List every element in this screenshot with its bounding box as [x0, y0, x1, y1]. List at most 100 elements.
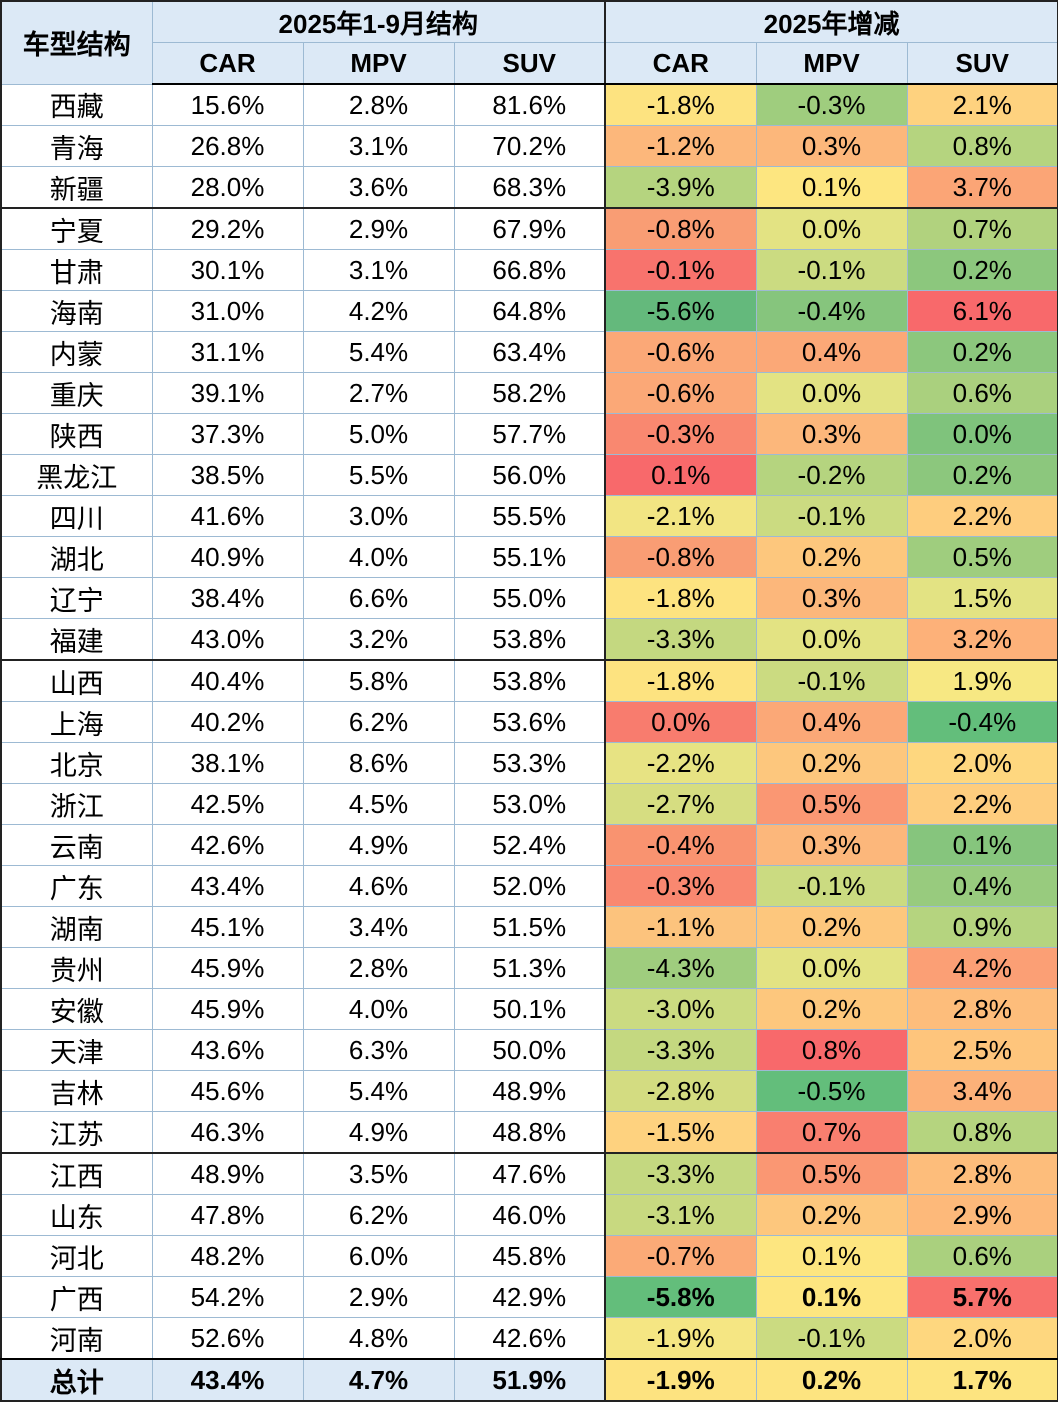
- change-cell: 0.0%: [755, 618, 908, 661]
- structure-cell: 51.5%: [453, 906, 606, 948]
- structure-cell: 48.2%: [151, 1235, 304, 1277]
- change-cell: 0.2%: [755, 988, 908, 1030]
- change-cell: 0.5%: [755, 1152, 908, 1195]
- structure-cell: 45.6%: [151, 1070, 304, 1112]
- table-row: 甘肃 30.1% 3.1% 66.8% -0.1% -0.1% 0.2%: [0, 249, 1058, 291]
- structure-cell: 48.9%: [151, 1152, 304, 1195]
- province-cell: 湖南: [0, 906, 153, 948]
- change-cell: 0.0%: [755, 372, 908, 414]
- province-cell: 内蒙: [0, 331, 153, 373]
- change-cell: 0.2%: [755, 1194, 908, 1236]
- province-cell: 湖北: [0, 536, 153, 578]
- structure-cell: 4.2%: [302, 290, 455, 332]
- structure-cell: 53.6%: [453, 701, 606, 743]
- change-cell: 2.0%: [906, 1317, 1058, 1360]
- change-cell: -0.3%: [604, 413, 757, 455]
- structure-cell: 3.1%: [302, 125, 455, 167]
- structure-cell: 52.4%: [453, 824, 606, 866]
- change-cell: -2.7%: [604, 783, 757, 825]
- column-header-car-change: CAR: [604, 42, 757, 85]
- total-change-cell: -1.9%: [604, 1358, 757, 1402]
- change-cell: -5.6%: [604, 290, 757, 332]
- structure-cell: 51.3%: [453, 947, 606, 989]
- change-cell: -4.3%: [604, 947, 757, 989]
- column-header-suv-change: SUV: [906, 42, 1058, 85]
- change-cell: -2.8%: [604, 1070, 757, 1112]
- structure-cell: 53.8%: [453, 618, 606, 661]
- change-cell: -2.1%: [604, 495, 757, 537]
- change-cell: -0.4%: [604, 824, 757, 866]
- province-cell: 青海: [0, 125, 153, 167]
- total-row: 总计 43.4% 4.7% 51.9% -1.9% 0.2% 1.7%: [0, 1358, 1058, 1402]
- table-row: 重庆 39.1% 2.7% 58.2% -0.6% 0.0% 0.6%: [0, 372, 1058, 414]
- structure-cell: 52.0%: [453, 865, 606, 907]
- structure-cell: 41.6%: [151, 495, 304, 537]
- table-row: 西藏 15.6% 2.8% 81.6% -1.8% -0.3% 2.1%: [0, 83, 1058, 126]
- province-cell: 河北: [0, 1235, 153, 1277]
- structure-cell: 70.2%: [453, 125, 606, 167]
- change-cell: -1.8%: [604, 577, 757, 619]
- structure-cell: 42.9%: [453, 1276, 606, 1318]
- structure-cell: 3.6%: [302, 166, 455, 209]
- province-cell: 河南: [0, 1317, 153, 1360]
- province-cell: 黑龙江: [0, 454, 153, 496]
- change-cell: -3.1%: [604, 1194, 757, 1236]
- province-cell: 宁夏: [0, 207, 153, 250]
- change-cell: -1.8%: [604, 659, 757, 702]
- change-cell: 0.6%: [906, 1235, 1058, 1277]
- change-cell: -0.1%: [755, 495, 908, 537]
- change-cell: 1.9%: [906, 659, 1058, 702]
- change-cell: 0.9%: [906, 906, 1058, 948]
- structure-cell: 4.8%: [302, 1317, 455, 1360]
- table-row: 上海 40.2% 6.2% 53.6% 0.0% 0.4% -0.4%: [0, 701, 1058, 743]
- structure-cell: 68.3%: [453, 166, 606, 209]
- change-cell: 0.1%: [755, 1276, 908, 1318]
- change-cell: 0.8%: [906, 1111, 1058, 1154]
- province-cell: 山西: [0, 659, 153, 702]
- table-row: 内蒙 31.1% 5.4% 63.4% -0.6% 0.4% 0.2%: [0, 331, 1058, 373]
- change-cell: -1.8%: [604, 83, 757, 126]
- province-cell: 西藏: [0, 83, 153, 126]
- structure-cell: 67.9%: [453, 207, 606, 250]
- change-cell: 0.3%: [755, 125, 908, 167]
- change-cell: -3.3%: [604, 618, 757, 661]
- change-cell: -5.8%: [604, 1276, 757, 1318]
- structure-cell: 43.6%: [151, 1029, 304, 1071]
- structure-cell: 47.6%: [453, 1152, 606, 1195]
- structure-cell: 6.2%: [302, 1194, 455, 1236]
- change-cell: 2.1%: [906, 83, 1058, 126]
- structure-cell: 3.0%: [302, 495, 455, 537]
- change-cell: -1.1%: [604, 906, 757, 948]
- change-cell: 0.4%: [755, 701, 908, 743]
- change-cell: 0.1%: [755, 1235, 908, 1277]
- change-group-header: 2025年增减: [604, 0, 1058, 43]
- structure-cell: 6.2%: [302, 701, 455, 743]
- structure-cell: 46.0%: [453, 1194, 606, 1236]
- structure-cell: 15.6%: [151, 83, 304, 126]
- change-cell: 2.2%: [906, 495, 1058, 537]
- change-cell: 0.2%: [906, 331, 1058, 373]
- total-structure-cell: 43.4%: [151, 1358, 304, 1402]
- structure-cell: 43.4%: [151, 865, 304, 907]
- province-cell: 四川: [0, 495, 153, 537]
- structure-cell: 56.0%: [453, 454, 606, 496]
- change-cell: -0.1%: [755, 865, 908, 907]
- table-row: 天津 43.6% 6.3% 50.0% -3.3% 0.8% 2.5%: [0, 1029, 1058, 1071]
- table-row: 贵州 45.9% 2.8% 51.3% -4.3% 0.0% 4.2%: [0, 947, 1058, 989]
- province-cell: 辽宁: [0, 577, 153, 619]
- structure-cell: 5.4%: [302, 331, 455, 373]
- change-cell: 3.2%: [906, 618, 1058, 661]
- change-cell: -3.3%: [604, 1029, 757, 1071]
- change-cell: 2.2%: [906, 783, 1058, 825]
- table-row: 河北 48.2% 6.0% 45.8% -0.7% 0.1% 0.6%: [0, 1235, 1058, 1277]
- change-cell: -0.3%: [755, 83, 908, 126]
- structure-cell: 38.1%: [151, 742, 304, 784]
- structure-cell: 64.8%: [453, 290, 606, 332]
- structure-cell: 6.6%: [302, 577, 455, 619]
- change-cell: 0.3%: [755, 413, 908, 455]
- table-row: 广西 54.2% 2.9% 42.9% -5.8% 0.1% 5.7%: [0, 1276, 1058, 1318]
- change-cell: -1.2%: [604, 125, 757, 167]
- structure-cell: 3.4%: [302, 906, 455, 948]
- change-cell: -3.3%: [604, 1152, 757, 1195]
- province-cell: 天津: [0, 1029, 153, 1071]
